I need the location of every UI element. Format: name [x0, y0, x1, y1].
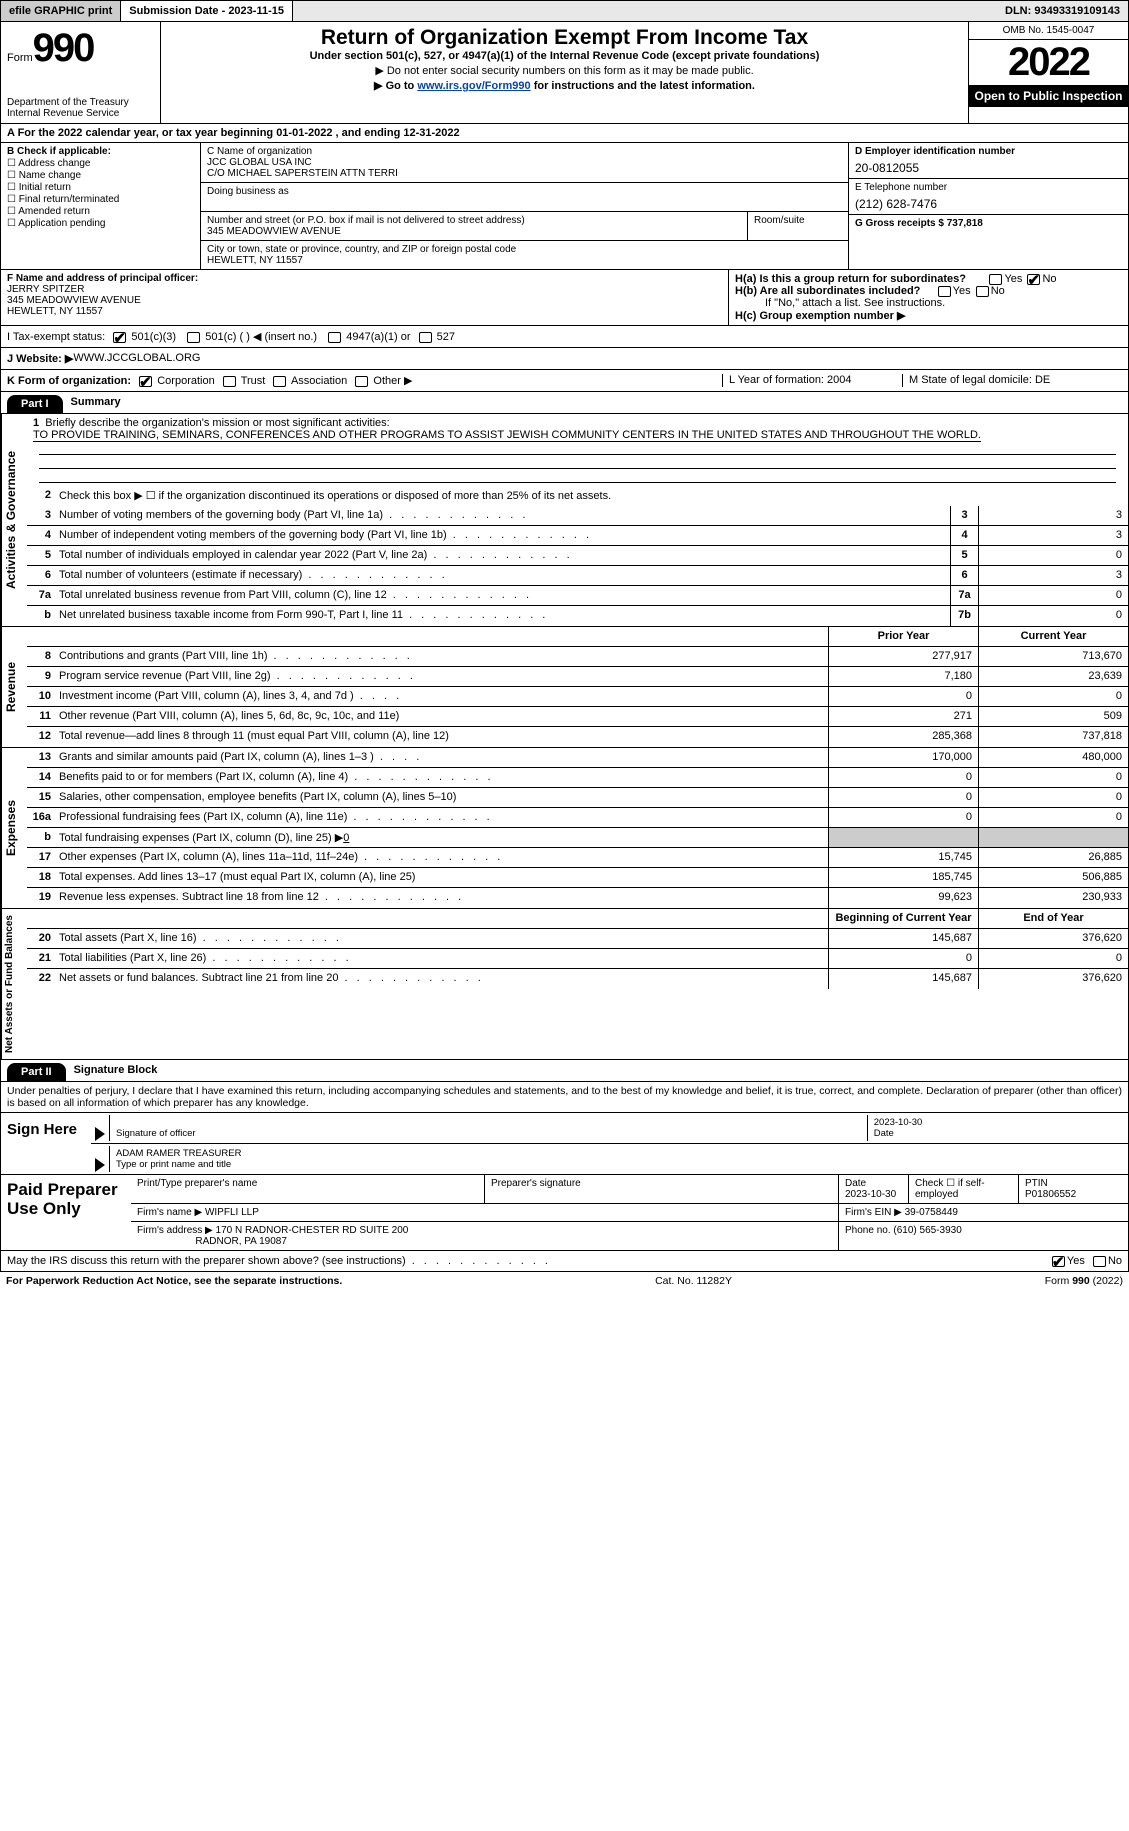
sign-here: Sign Here Signature of officer 2023-10-3… [0, 1113, 1129, 1175]
line-i: I Tax-exempt status: 501(c)(3) 501(c) ( … [0, 326, 1129, 348]
no-ssn-note: ▶ Do not enter social security numbers o… [167, 64, 962, 77]
phone: (212) 628-7476 [855, 193, 1122, 211]
firm-name: WIPFLI LLP [205, 1207, 259, 1218]
website: WWW.JCCGLOBAL.ORG [73, 352, 200, 365]
form-word: Form [7, 52, 33, 64]
sig-intro: Under penalties of perjury, I declare th… [0, 1082, 1129, 1113]
arrow-icon [95, 1127, 105, 1141]
top-bar: efile GRAPHIC print Submission Date - 20… [0, 0, 1129, 22]
discuss-yes[interactable] [1052, 1256, 1065, 1267]
officer-name: JERRY SPITZER [7, 284, 84, 295]
k-assoc[interactable] [273, 376, 286, 387]
col-c: C Name of organization JCC GLOBAL USA IN… [201, 143, 848, 269]
page-footer: For Paperwork Reduction Act Notice, see … [0, 1272, 1129, 1290]
paid-preparer: Paid Preparer Use Only Print/Type prepar… [0, 1175, 1129, 1251]
part1-header: Part I Summary [0, 392, 1129, 414]
hb-yes[interactable] [938, 286, 951, 297]
section-fh: F Name and address of principal officer:… [0, 270, 1129, 326]
room-suite: Room/suite [748, 212, 848, 240]
line-klm: K Form of organization: Corporation Trus… [0, 370, 1129, 392]
chk-name-change[interactable]: ☐ Name change [7, 170, 194, 181]
ha-no[interactable] [1027, 274, 1040, 285]
line-j: J Website: ▶ WWW.JCCGLOBAL.ORG [0, 348, 1129, 370]
org-street: 345 MEADOWVIEW AVENUE [207, 226, 341, 237]
discuss-no[interactable] [1093, 1256, 1106, 1267]
line-a: A For the 2022 calendar year, or tax yea… [0, 124, 1129, 143]
department: Department of the Treasury Internal Reve… [7, 97, 154, 119]
summary-netassets: Net Assets or Fund Balances Beginning of… [0, 909, 1129, 1060]
chk-initial-return[interactable]: ☐ Initial return [7, 182, 194, 193]
summary-expenses: Expenses 13Grants and similar amounts pa… [0, 748, 1129, 909]
col-de: D Employer identification number 20-0812… [848, 143, 1128, 269]
ein: 20-0812055 [855, 157, 1122, 175]
mission-text: TO PROVIDE TRAINING, SEMINARS, CONFERENC… [33, 429, 981, 441]
org-city: HEWLETT, NY 11557 [207, 255, 303, 266]
submission-date: Submission Date - 2023-11-15 [121, 1, 293, 21]
form-number: 990 [33, 26, 94, 70]
ha-yes[interactable] [989, 274, 1002, 285]
irs-link[interactable]: www.irs.gov/Form990 [417, 80, 530, 92]
summary-activities: Activities & Governance 1 Briefly descri… [0, 414, 1129, 627]
i-501c3[interactable] [113, 332, 126, 343]
year-formation: L Year of formation: 2004 [722, 374, 902, 387]
k-other[interactable] [355, 376, 368, 387]
part2-header: Part II Signature Block [0, 1060, 1129, 1082]
hb-no[interactable] [976, 286, 989, 297]
i-527[interactable] [419, 332, 432, 343]
summary-revenue: Revenue Prior YearCurrent Year 8Contribu… [0, 627, 1129, 748]
discuss-line: May the IRS discuss this return with the… [0, 1251, 1129, 1272]
chk-address-change[interactable]: ☐ Address change [7, 158, 194, 169]
form-subtitle: Under section 501(c), 527, or 4947(a)(1)… [167, 50, 962, 62]
goto-line: ▶ Go to www.irs.gov/Form990 for instruct… [167, 79, 962, 92]
org-co: C/O MICHAEL SAPERSTEIN ATTN TERRI [207, 168, 398, 179]
signer-name: ADAM RAMER TREASURER [116, 1148, 241, 1159]
k-corp[interactable] [139, 376, 152, 387]
state-domicile: M State of legal domicile: DE [902, 374, 1122, 387]
chk-amended[interactable]: ☐ Amended return [7, 206, 194, 217]
org-name: JCC GLOBAL USA INC [207, 157, 312, 168]
efile-print-button[interactable]: efile GRAPHIC print [1, 1, 121, 21]
form-header: Form990 Department of the Treasury Inter… [0, 22, 1129, 124]
chk-final-return[interactable]: ☐ Final return/terminated [7, 194, 194, 205]
i-4947[interactable] [328, 332, 341, 343]
form-title: Return of Organization Exempt From Incom… [167, 26, 962, 50]
arrow-icon [95, 1158, 105, 1172]
gross-receipts: G Gross receipts $ 737,818 [849, 215, 1128, 232]
open-to-public: Open to Public Inspection [969, 85, 1128, 107]
dln: DLN: 93493319109143 [997, 1, 1128, 21]
tax-year: 2022 [969, 40, 1128, 85]
section-bcdeg: B Check if applicable: ☐ Address change … [0, 143, 1129, 270]
i-501c[interactable] [187, 332, 200, 343]
omb-number: OMB No. 1545-0047 [969, 22, 1128, 40]
col-b: B Check if applicable: ☐ Address change … [1, 143, 201, 269]
chk-app-pending[interactable]: ☐ Application pending [7, 218, 194, 229]
k-trust[interactable] [223, 376, 236, 387]
